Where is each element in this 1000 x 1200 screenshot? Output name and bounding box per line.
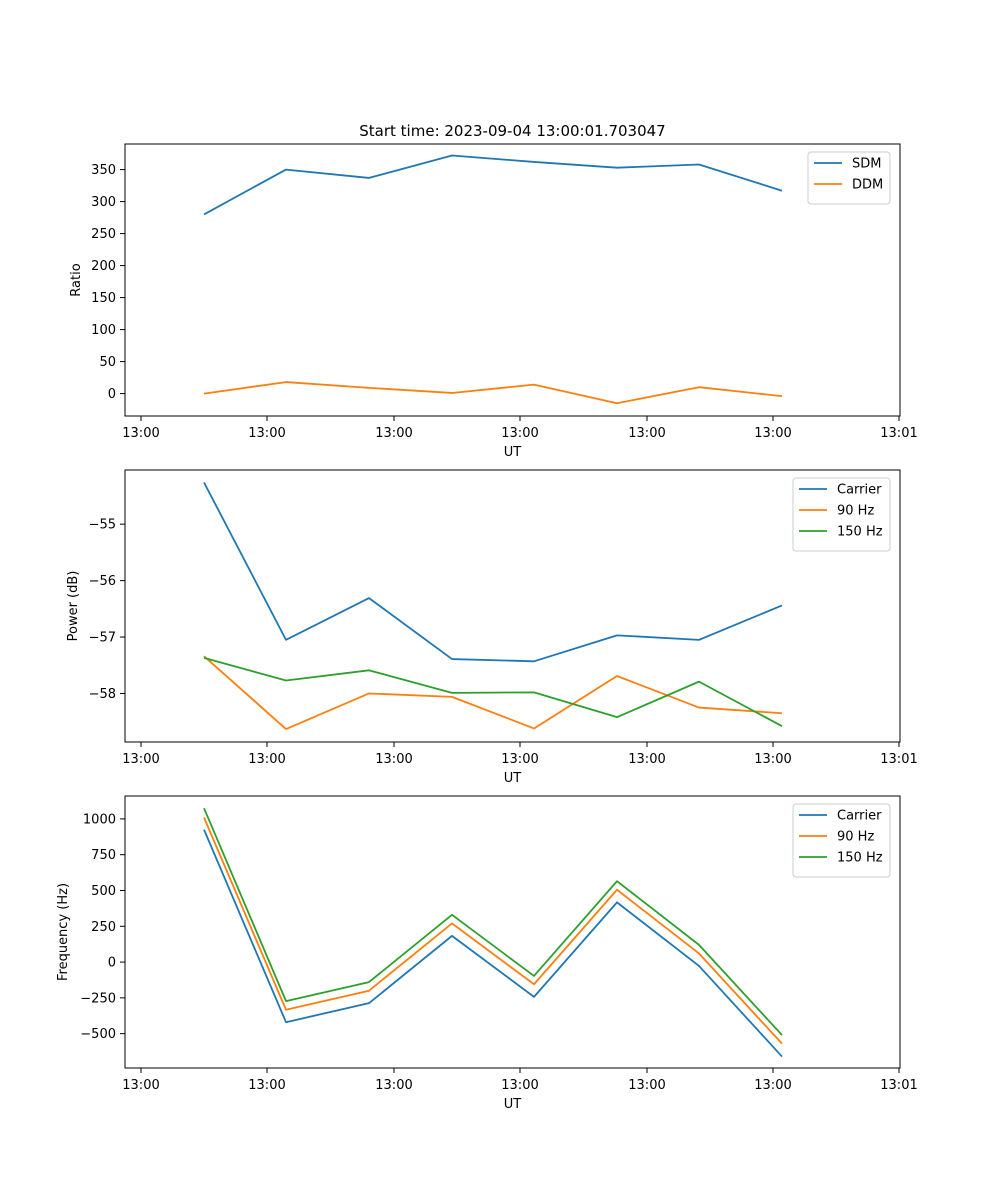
- x-axis-label: UT: [504, 445, 522, 460]
- frequency-chart: 13:00 13:00 13:00 13:00 13:00 13:00 13:01 −500 −…: [56, 795, 918, 1112]
- x-tick-label: 13:00: [628, 426, 665, 441]
- x-tick-label: 13:00: [628, 1078, 665, 1093]
- y-tick-label: −58: [89, 687, 116, 702]
- y-axis-label: Power (dB): [66, 571, 81, 642]
- y-tick-label: 50: [99, 355, 116, 370]
- y-axis-label: Ratio: [69, 263, 84, 296]
- x-tick-label: 13:00: [122, 426, 159, 441]
- y-tick-label: 200: [91, 259, 116, 274]
- x-tick-label: 13:00: [375, 752, 412, 767]
- series-line-carrier: [203, 481, 783, 663]
- y-tick-label: 0: [108, 956, 116, 971]
- y-tick-label: −500: [80, 1027, 116, 1042]
- legend-box: [792, 477, 891, 552]
- x-tick-label: 13:00: [754, 426, 791, 441]
- x-tick-label: 13:00: [248, 426, 285, 441]
- y-tick-label: 0: [108, 387, 116, 402]
- y-tick-label: −250: [80, 991, 116, 1006]
- legend-label: 150 Hz: [837, 851, 883, 866]
- y-tick-label: −55: [89, 518, 116, 533]
- legend-box: [807, 151, 891, 205]
- x-tick-label: 13:00: [754, 1078, 791, 1093]
- y-tick-label: 100: [91, 323, 116, 338]
- series-line-90-hz: [203, 655, 783, 730]
- x-tick-label: 13:00: [754, 752, 791, 767]
- x-axis-label: UT: [504, 1097, 522, 1112]
- axes-frame: [124, 469, 901, 743]
- legend-label: Carrier: [837, 809, 882, 824]
- chart-title: Start time: 2023-09-04 13:00:01.703047: [359, 122, 665, 140]
- legend-label: 90 Hz: [837, 504, 874, 519]
- x-tick-label: 13:00: [501, 1078, 538, 1093]
- legend-label: 150 Hz: [837, 525, 883, 540]
- series-line-90-hz: [203, 817, 783, 1045]
- x-tick-label: 13:00: [375, 1078, 412, 1093]
- x-axis-label: UT: [504, 771, 522, 786]
- series-line-sdm: [203, 154, 783, 216]
- y-axis-label: Frequency (Hz): [56, 883, 71, 981]
- y-tick-label: 1000: [83, 812, 116, 827]
- ratio-plot-area: 13:00 13:00 13:00 13:00 13:00 13:00 13:01 0 50 10…: [91, 143, 918, 441]
- series-line-150-hz: [203, 657, 783, 727]
- x-tick-label: 13:00: [122, 752, 159, 767]
- x-tick-label: 13:01: [880, 1078, 917, 1093]
- power-plot-area: 13:00 13:00 13:00 13:00 13:00 13:00 13:01 −58 −5…: [89, 469, 918, 767]
- y-tick-label: −56: [89, 574, 116, 589]
- legend-label: 90 Hz: [837, 830, 874, 845]
- y-tick-label: 300: [91, 195, 116, 210]
- legend-label: Carrier: [837, 483, 882, 498]
- x-tick-label: 13:01: [880, 752, 917, 767]
- y-tick-label: 250: [91, 920, 116, 935]
- axes-frame: [124, 143, 901, 417]
- power-chart: 13:00 13:00 13:00 13:00 13:00 13:00 13:01 −58 −5…: [66, 469, 918, 786]
- y-tick-label: 250: [91, 227, 116, 242]
- axes-frame: [124, 795, 901, 1069]
- legend-box: [792, 803, 891, 878]
- y-tick-label: −57: [89, 631, 116, 646]
- y-tick-label: 500: [91, 884, 116, 899]
- x-tick-label: 13:00: [501, 752, 538, 767]
- legend-label: DDM: [852, 178, 883, 193]
- x-tick-label: 13:00: [122, 1078, 159, 1093]
- series-line-carrier: [203, 829, 783, 1058]
- x-tick-label: 13:01: [880, 426, 917, 441]
- y-tick-label: 150: [91, 291, 116, 306]
- x-tick-label: 13:00: [248, 752, 285, 767]
- legend-label: SDM: [852, 157, 881, 172]
- y-tick-label: 750: [91, 848, 116, 863]
- y-tick-label: 350: [91, 163, 116, 178]
- frequency-plot-area: 13:00 13:00 13:00 13:00 13:00 13:00 13:01 −500 −…: [80, 795, 918, 1093]
- x-tick-label: 13:00: [248, 1078, 285, 1093]
- x-tick-label: 13:00: [501, 426, 538, 441]
- series-line-150-hz: [203, 807, 783, 1036]
- x-tick-label: 13:00: [375, 426, 412, 441]
- x-tick-label: 13:00: [628, 752, 665, 767]
- series-line-ddm: [203, 381, 783, 405]
- ratio-chart: Start time: 2023-09-04 13:00:01.703047 1…: [69, 122, 918, 460]
